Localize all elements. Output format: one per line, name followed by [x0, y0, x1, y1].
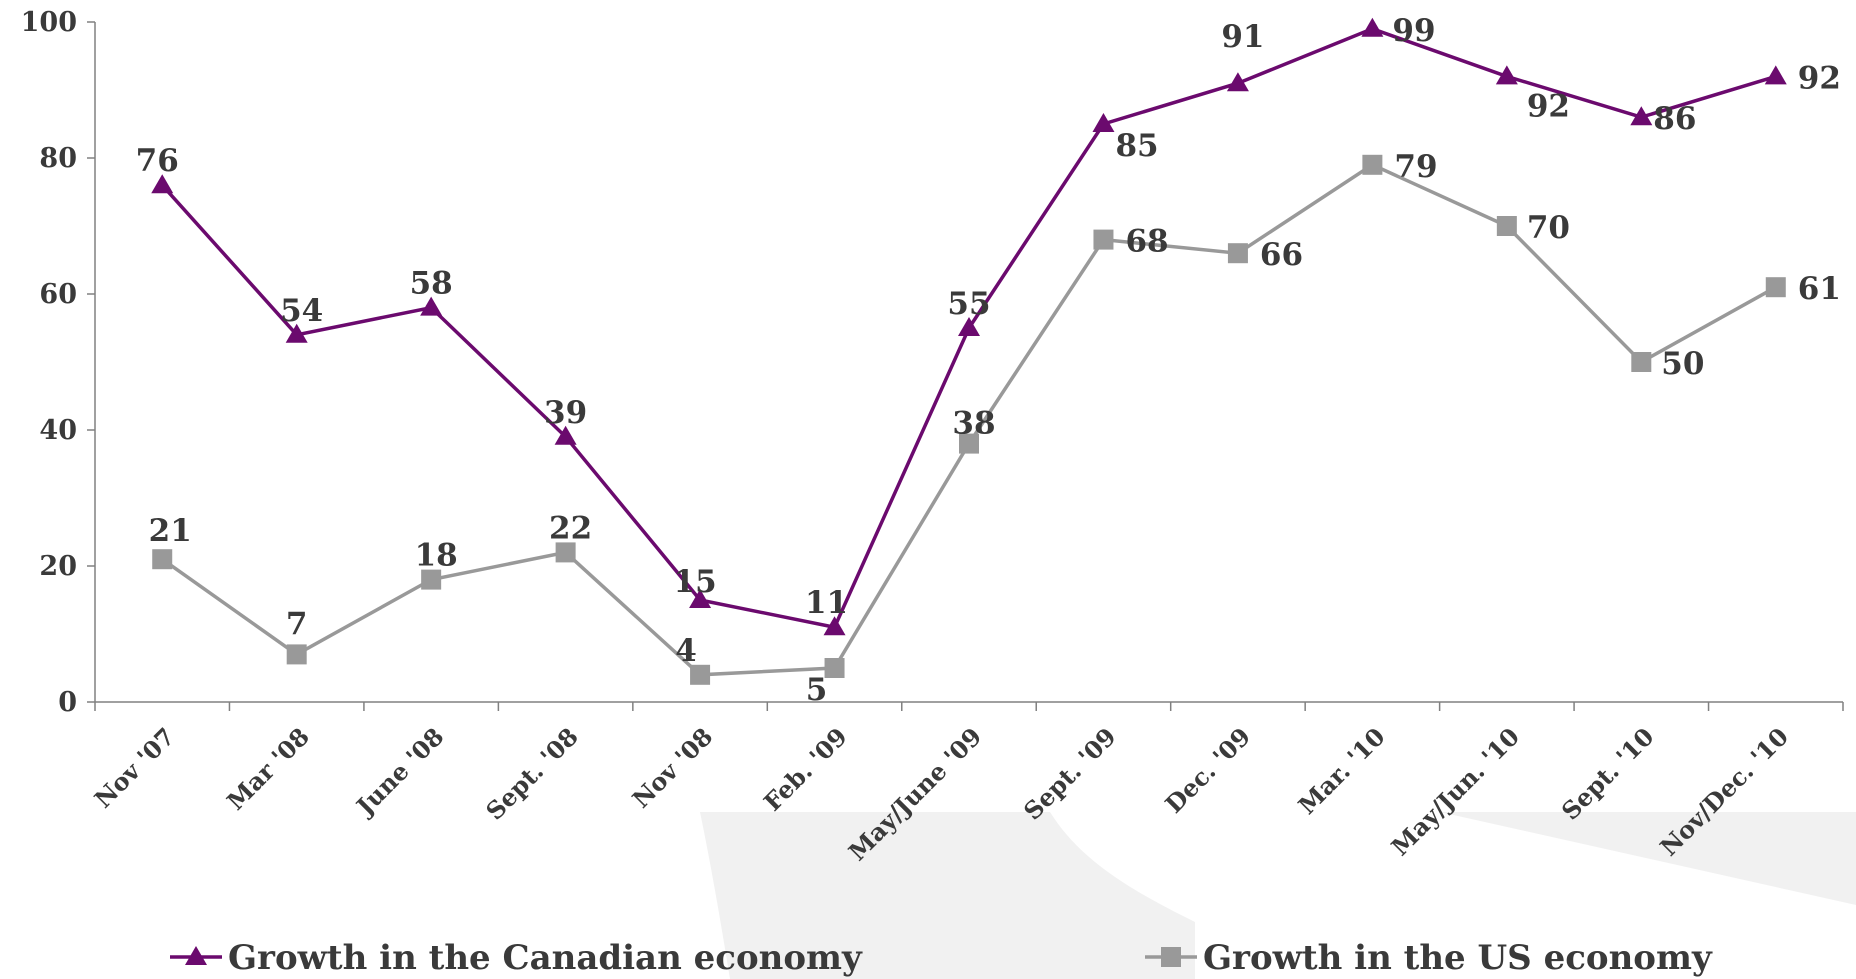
data-label: 85 [1115, 128, 1158, 164]
data-point [824, 658, 845, 678]
data-label: 54 [280, 293, 323, 329]
data-label: 76 [136, 143, 179, 179]
data-point [958, 317, 980, 336]
data-label: 91 [1221, 19, 1264, 55]
y-tick-label: 80 [39, 143, 77, 174]
data-label: 50 [1661, 346, 1704, 382]
x-tick-label: Feb. '09 [758, 722, 853, 817]
data-point [555, 542, 576, 563]
legend-marker [185, 946, 207, 965]
data-label: 55 [947, 286, 990, 322]
data-point [1496, 216, 1517, 236]
data-point [286, 644, 307, 665]
data-label: 70 [1527, 210, 1570, 246]
data-label: 58 [410, 266, 453, 302]
data-point [1226, 72, 1249, 92]
y-tick-label: 100 [21, 7, 77, 38]
data-point [151, 174, 174, 194]
data-point [1227, 243, 1248, 264]
x-tick-label: May/Jun. '10 [1385, 722, 1525, 862]
y-tick-label: 60 [39, 279, 77, 310]
data-point [1093, 229, 1114, 250]
y-tick-label: 40 [39, 415, 77, 446]
data-point [152, 549, 173, 570]
data-point [690, 664, 711, 685]
data-point [1495, 65, 1518, 85]
data-labels: 76 54 58 39 15 11 55 85 91 99 92 86 92 21 7 18 22 4 5 38 68 6… [136, 13, 1841, 708]
data-label: 22 [549, 510, 592, 546]
data-label: 66 [1260, 237, 1303, 273]
data-label: 68 [1125, 224, 1168, 260]
data-point [689, 589, 712, 608]
x-tick-label: June '08 [349, 722, 449, 822]
data-point [554, 425, 577, 445]
data-label: 39 [544, 395, 587, 431]
data-label: 21 [149, 513, 192, 549]
data-point [421, 569, 442, 590]
data-label: 15 [674, 564, 717, 600]
data-label: 7 [286, 606, 308, 642]
x-tick-label: Sept. '09 [1018, 722, 1122, 826]
x-tick-label: Nov '07 [89, 722, 181, 814]
data-label: 61 [1798, 271, 1841, 307]
legend-label: Growth in the Canadian economy [228, 938, 863, 978]
data-point [959, 433, 979, 454]
data-label: 11 [805, 585, 848, 621]
x-tick-label: Mar. '10 [1292, 722, 1390, 820]
series-canadian [151, 17, 1787, 636]
y-tick-label: 20 [39, 551, 77, 582]
data-point [823, 616, 846, 636]
data-point [1362, 154, 1383, 175]
x-tick-label: Mar '08 [221, 722, 315, 816]
data-point [1765, 277, 1786, 298]
y-tick-label: 0 [58, 687, 77, 718]
legend-label: Growth in the US economy [1203, 938, 1713, 978]
x-tick-label: Sept. '08 [480, 722, 584, 826]
data-point [1361, 17, 1384, 37]
data-label: 5 [806, 672, 828, 708]
data-label: 18 [415, 538, 458, 574]
data-point [1630, 106, 1653, 126]
series-us [152, 154, 1786, 685]
legend: Growth in the Canadian economy Growth in … [170, 938, 1713, 978]
legend-marker [1161, 947, 1181, 967]
legend-item-canadian: Growth in the Canadian economy [170, 938, 863, 978]
data-point [1764, 65, 1787, 85]
axes: 0 20 40 60 80 100 Nov '07 Mar '08 June '08 Sept. … [21, 7, 1844, 866]
data-point [285, 323, 308, 343]
x-tick-label: Nov '08 [626, 722, 718, 814]
data-label: 92 [1527, 88, 1570, 124]
x-tick-label: Sept. '10 [1556, 722, 1660, 826]
data-label: 4 [675, 633, 697, 669]
background-decoration [700, 812, 1856, 979]
legend-item-us: Growth in the US economy [1145, 938, 1713, 978]
x-tick-label: Dec. '09 [1159, 722, 1256, 819]
data-label: 86 [1653, 101, 1696, 137]
series-layer [151, 17, 1787, 685]
data-label: 99 [1392, 13, 1435, 49]
data-label: 92 [1798, 60, 1841, 96]
data-label: 38 [952, 406, 995, 442]
data-label: 79 [1394, 149, 1437, 185]
data-point [1631, 352, 1652, 372]
data-point [420, 296, 443, 316]
data-point [1092, 113, 1115, 132]
